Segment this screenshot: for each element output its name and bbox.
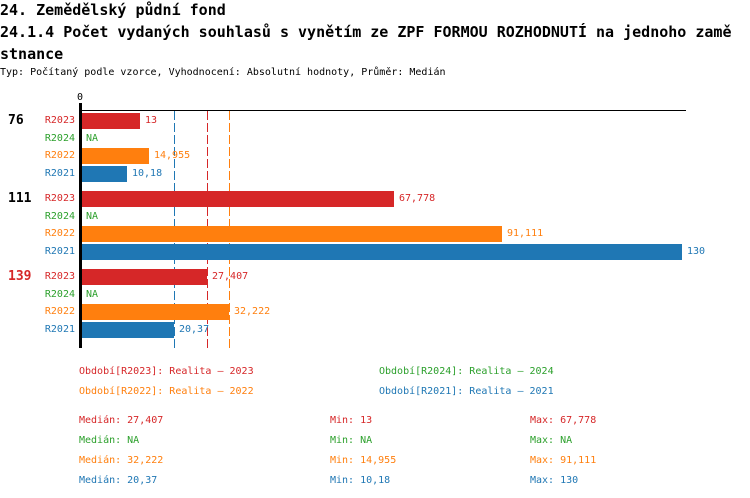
series-label-r2022: R2022	[44, 228, 75, 239]
bar-value-label: 130	[687, 245, 706, 257]
bar-value-label: 14,955	[154, 150, 191, 161]
stat-median-r2021: Medián: 20,37	[79, 475, 158, 486]
legend-item-r2021: Období[R2021]: Realita – 2021	[379, 386, 554, 397]
x-axis-line	[80, 110, 686, 111]
value-bar-r2022	[82, 148, 149, 164]
bar-value-label: 20,37	[179, 323, 210, 335]
chart-subtitle-line1: 24.1.4 Počet vydaných souhlasů s vynětím…	[0, 23, 732, 41]
stat-min-r2024: Min: NA	[330, 435, 373, 446]
value-bar-r2023	[82, 269, 207, 285]
bar-value-label: 67,778	[399, 193, 436, 204]
series-label-r2023: R2023	[44, 193, 75, 204]
value-bar-r2021	[82, 243, 682, 260]
chart-subtitle-line2: stnance	[0, 45, 64, 63]
series-label-r2024: R2024	[44, 210, 75, 222]
series-label-r2022: R2022	[44, 150, 75, 161]
series-label-r2021: R2021	[44, 245, 75, 257]
series-label-r2024: R2024	[44, 288, 75, 300]
value-bar-r2022	[82, 304, 229, 320]
x-axis-zero-tick-label: 0	[76, 92, 84, 103]
chart-type-info: Typ: Počítaný podle vzorce, Vyhodnocení:…	[0, 67, 446, 78]
bar-na-label: NA	[86, 288, 99, 300]
stat-median-r2022: Medián: 32,222	[79, 455, 164, 466]
y-axis-line	[79, 103, 82, 348]
series-label-r2023: R2023	[44, 115, 75, 126]
stat-max-r2021: Max: 130	[530, 475, 579, 486]
stat-min-r2022: Min: 14,955	[330, 455, 397, 466]
bar-value-label: 32,222	[234, 306, 271, 317]
series-label-r2021: R2021	[44, 323, 75, 335]
bar-value-label: 13	[145, 115, 158, 126]
group-label: 139	[8, 269, 32, 284]
bar-na-label: NA	[86, 210, 99, 222]
bar-na-label: NA	[86, 132, 99, 144]
series-label-r2021: R2021	[44, 167, 75, 179]
series-label-r2022: R2022	[44, 306, 75, 317]
page-title: 24. Zemědělský půdní fond	[0, 1, 226, 19]
series-label-r2023: R2023	[44, 271, 75, 282]
bar-value-label: 27,407	[212, 271, 249, 282]
legend-item-r2024: Období[R2024]: Realita – 2024	[379, 366, 554, 377]
stat-max-r2023: Max: 67,778	[530, 415, 597, 426]
group-label: 76	[8, 113, 24, 128]
value-bar-r2023	[82, 113, 140, 129]
stat-median-r2024: Medián: NA	[79, 435, 140, 446]
value-bar-r2021	[82, 165, 127, 182]
value-bar-r2022	[82, 226, 502, 242]
group-label: 111	[8, 191, 32, 206]
stat-median-r2023: Medián: 27,407	[79, 415, 164, 426]
bar-value-label: 10,18	[132, 167, 163, 179]
legend-item-r2023: Období[R2023]: Realita – 2023	[79, 366, 254, 377]
series-label-r2024: R2024	[44, 132, 75, 144]
value-bar-r2021	[82, 321, 174, 338]
legend-item-r2022: Období[R2022]: Realita – 2022	[79, 386, 254, 397]
stat-max-r2024: Max: NA	[530, 435, 573, 446]
stat-max-r2022: Max: 91,111	[530, 455, 597, 466]
stat-min-r2023: Min: 13	[330, 415, 373, 426]
bar-value-label: 91,111	[507, 228, 544, 239]
stat-min-r2021: Min: 10,18	[330, 475, 391, 486]
value-bar-r2023	[82, 191, 394, 207]
